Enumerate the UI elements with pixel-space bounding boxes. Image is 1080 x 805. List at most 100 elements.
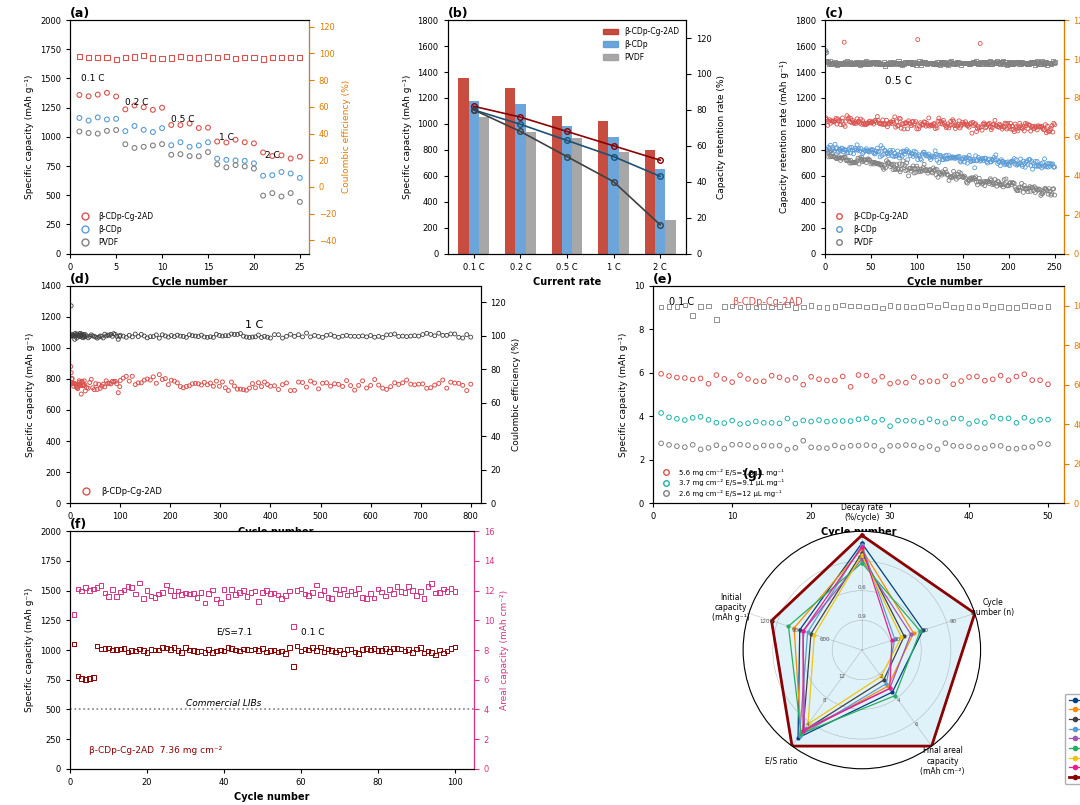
Point	[950, 56, 968, 69]
Point	[153, 122, 171, 134]
Point	[1007, 56, 1024, 69]
Point	[997, 117, 1014, 130]
Point	[831, 145, 848, 158]
Point	[118, 370, 135, 383]
Point	[108, 113, 125, 126]
Point	[904, 115, 921, 128]
Point	[935, 167, 953, 180]
Point	[986, 114, 1003, 126]
Point	[76, 374, 93, 387]
Point	[915, 56, 932, 69]
Point	[985, 154, 1002, 167]
Point	[329, 378, 347, 390]
Point	[994, 155, 1011, 167]
Point	[894, 145, 912, 158]
Point	[251, 595, 268, 608]
Point	[1022, 119, 1039, 132]
Point	[247, 330, 265, 343]
Point	[919, 150, 936, 163]
Point	[867, 56, 885, 68]
Point	[427, 329, 444, 342]
Point	[795, 434, 812, 447]
Point	[859, 144, 876, 157]
Point	[903, 147, 920, 159]
Point	[932, 149, 949, 162]
Point	[1040, 161, 1057, 174]
Point	[980, 118, 997, 130]
Bar	[458, 79, 469, 254]
Point	[273, 592, 291, 605]
Point	[899, 117, 916, 130]
Point	[700, 299, 717, 312]
Point	[986, 153, 1003, 166]
Point	[434, 646, 451, 659]
Point	[446, 377, 463, 390]
Point	[660, 300, 677, 313]
Point	[394, 377, 411, 390]
Point	[955, 171, 972, 184]
Point	[932, 56, 949, 69]
Point	[234, 383, 252, 396]
Point	[858, 300, 875, 313]
Point	[253, 380, 270, 393]
Text: (c): (c)	[825, 7, 845, 20]
Point	[1009, 56, 1026, 68]
Point	[975, 56, 993, 68]
Point	[825, 57, 842, 70]
Point	[1042, 189, 1059, 202]
Point	[1035, 185, 1052, 198]
Point	[724, 376, 741, 389]
Point	[877, 144, 894, 157]
Point	[1003, 155, 1021, 168]
Point	[282, 51, 299, 64]
Point	[303, 586, 321, 599]
Point	[948, 56, 966, 69]
Text: 0.2 C: 0.2 C	[125, 98, 149, 107]
Point	[158, 579, 175, 592]
Point	[883, 149, 901, 162]
Point	[954, 171, 971, 184]
Point	[200, 136, 217, 149]
Point	[974, 152, 991, 165]
Point	[819, 119, 836, 132]
Point	[889, 120, 906, 133]
Point	[863, 56, 880, 69]
Point	[975, 117, 993, 130]
Point	[940, 59, 957, 72]
Point	[676, 299, 693, 312]
Point	[419, 645, 436, 658]
Point	[80, 382, 97, 394]
Point	[955, 118, 972, 130]
Point	[820, 151, 837, 163]
Point	[239, 590, 256, 603]
Point	[921, 440, 939, 452]
Point	[204, 584, 221, 597]
Point	[386, 328, 403, 341]
Point	[909, 153, 927, 166]
Point	[865, 118, 882, 130]
Point	[190, 378, 207, 390]
Point	[959, 177, 976, 190]
Point	[237, 52, 254, 64]
Point	[993, 300, 1010, 313]
Point	[915, 161, 932, 174]
Point	[919, 167, 936, 180]
Point	[962, 155, 980, 168]
Point	[241, 331, 258, 344]
Point	[877, 118, 894, 130]
Point	[273, 190, 291, 203]
Point	[454, 332, 471, 345]
Point	[999, 155, 1016, 168]
Point	[369, 583, 387, 596]
Point	[945, 57, 962, 70]
Point	[1028, 155, 1045, 168]
Point	[972, 57, 989, 70]
Point	[982, 55, 999, 68]
Point	[90, 89, 107, 101]
Point	[1000, 374, 1017, 386]
Point	[868, 158, 886, 171]
Bar	[608, 137, 619, 254]
Point	[855, 56, 873, 68]
Point	[100, 377, 118, 390]
Point	[993, 369, 1010, 382]
